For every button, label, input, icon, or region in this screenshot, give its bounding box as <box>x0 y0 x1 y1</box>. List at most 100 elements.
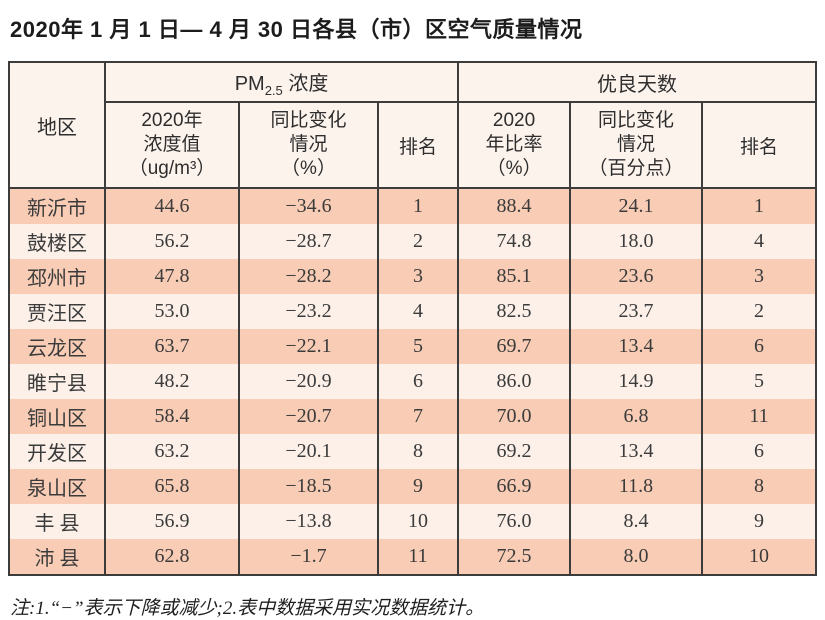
days-rank-cell: 6 <box>701 434 818 469</box>
days-change-cell: 24.1 <box>569 188 704 224</box>
days-change-cell: 23.6 <box>569 259 704 294</box>
days-rank-cell: 8 <box>701 469 818 504</box>
pm-value-cell: 56.2 <box>104 224 240 259</box>
pm-rank-cell: 10 <box>376 504 460 539</box>
pm-value-cell: 63.7 <box>104 329 240 364</box>
pm-value-cell: 63.2 <box>104 434 240 469</box>
pm-change-cell: −20.7 <box>238 399 379 434</box>
column-header-days-change: 同比变化 情况 （百分点） <box>569 101 704 189</box>
sub-header-row: 2020年 浓度值 （ug/m³） 同比变化 情况 （%） 排名 2020 年比… <box>9 101 818 189</box>
table-row: 泉山区 65.8 −18.5 9 66.9 11.8 8 <box>8 469 818 504</box>
column-header-pm-value: 2020年 浓度值 （ug/m³） <box>104 101 240 189</box>
days-rate-cell: 88.4 <box>457 188 572 224</box>
table-row: 邳州市 47.8 −28.2 3 85.1 23.6 3 <box>8 259 818 294</box>
days-rate-cell: 66.9 <box>457 469 572 504</box>
header-line: （%） <box>281 158 336 180</box>
header-line: 2020年 <box>141 109 203 131</box>
pm-change-cell: −34.6 <box>238 188 379 224</box>
region-cell: 开发区 <box>8 434 106 469</box>
pm-change-cell: −1.7 <box>238 539 379 575</box>
column-header-region: 地区 <box>8 61 106 189</box>
pm-change-cell: −20.1 <box>238 434 379 469</box>
page-title: 2020年 1 月 1 日— 4 月 30 日各县（市）区空气质量情况 <box>10 17 583 42</box>
region-cell: 邳州市 <box>8 259 106 294</box>
days-change-cell: 18.0 <box>569 224 704 259</box>
days-rate-cell: 69.2 <box>457 434 572 469</box>
days-rank-cell: 6 <box>701 329 818 364</box>
pm-change-cell: −20.9 <box>238 364 379 399</box>
days-rate-cell: 72.5 <box>457 539 572 575</box>
pm-rank-cell: 7 <box>376 399 460 434</box>
days-rate-cell: 69.7 <box>457 329 572 364</box>
days-rank-cell: 9 <box>701 504 818 539</box>
pm-change-cell: −13.8 <box>238 504 379 539</box>
header-line: （ug/m³） <box>128 158 216 180</box>
days-change-cell: 23.7 <box>569 294 704 329</box>
pm-rank-cell: 1 <box>376 188 460 224</box>
pm-change-cell: −28.2 <box>238 259 379 294</box>
group-header-row: 地区 PM2.5 浓度 优良天数 <box>8 61 818 189</box>
table-row: 丰 县 56.9 −13.8 10 76.0 8.4 9 <box>8 504 818 539</box>
region-cell: 新沂市 <box>8 188 106 224</box>
pm-rank-cell: 4 <box>376 294 460 329</box>
pm-value-cell: 58.4 <box>104 399 240 434</box>
days-change-cell: 8.0 <box>569 539 704 575</box>
pm-value-cell: 44.6 <box>104 188 240 224</box>
region-cell: 泉山区 <box>8 469 106 504</box>
pm-rank-cell: 2 <box>376 224 460 259</box>
days-rate-cell: 74.8 <box>457 224 572 259</box>
table-row: 铜山区 58.4 −20.7 7 70.0 6.8 11 <box>8 399 818 434</box>
table-row: 睢宁县 48.2 −20.9 6 86.0 14.9 5 <box>8 364 818 399</box>
table-row: 鼓楼区 56.2 −28.7 2 74.8 18.0 4 <box>8 224 818 259</box>
pm-change-cell: −18.5 <box>238 469 379 504</box>
header-line: 浓度值 <box>143 133 201 155</box>
days-change-cell: 14.9 <box>569 364 704 399</box>
region-cell: 丰 县 <box>8 504 106 539</box>
table-row: 贾汪区 53.0 −23.2 4 82.5 23.7 2 <box>8 294 818 329</box>
column-header-days-rank: 排名 <box>701 101 818 189</box>
pm-rank-cell: 11 <box>376 539 460 575</box>
pm-value-cell: 65.8 <box>104 469 240 504</box>
days-rank-cell: 1 <box>701 188 818 224</box>
days-rank-cell: 2 <box>701 294 818 329</box>
region-cell: 鼓楼区 <box>8 224 106 259</box>
days-rank-cell: 5 <box>701 364 818 399</box>
air-quality-table: 地区 PM2.5 浓度 优良天数 2020年 浓度值 （ug/m³） 同比变化 … <box>8 61 818 576</box>
pm-value-cell: 53.0 <box>104 294 240 329</box>
header-line: 情况 <box>289 133 328 155</box>
days-change-cell: 13.4 <box>569 329 704 364</box>
days-rate-cell: 70.0 <box>457 399 572 434</box>
days-rate-cell: 85.1 <box>457 259 572 294</box>
days-change-cell: 13.4 <box>569 434 704 469</box>
header-line: 情况 <box>617 133 656 155</box>
pm-rank-cell: 6 <box>376 364 460 399</box>
header-line: 同比变化 <box>598 109 675 131</box>
header-line: （百分点） <box>588 158 684 180</box>
days-rate-cell: 82.5 <box>457 294 572 329</box>
region-cell: 铜山区 <box>8 399 106 434</box>
header-line: 年比率 <box>485 133 543 155</box>
pm-rank-cell: 9 <box>376 469 460 504</box>
region-cell: 沛 县 <box>8 539 106 575</box>
region-cell: 贾汪区 <box>8 294 106 329</box>
header-line: （%） <box>486 158 542 180</box>
days-change-cell: 6.8 <box>569 399 704 434</box>
column-header-pm-rank: 排名 <box>376 101 460 189</box>
pm25-label: PM <box>234 72 265 95</box>
days-rank-cell: 3 <box>701 259 818 294</box>
header-line: 同比变化 <box>270 109 347 131</box>
table-row: 云龙区 63.7 −22.1 5 69.7 13.4 6 <box>8 329 818 364</box>
column-header-pm-change: 同比变化 情况 （%） <box>238 101 379 189</box>
pm25-label-suffix: 浓度 <box>282 72 329 95</box>
table-row: 开发区 63.2 −20.1 8 69.2 13.4 6 <box>8 434 818 469</box>
table-row: 沛 县 62.8 −1.7 11 72.5 8.0 10 <box>8 539 818 575</box>
pm-value-cell: 48.2 <box>104 364 240 399</box>
table-body: 新沂市 44.6 −34.6 1 88.4 24.1 1 鼓楼区 56.2 −2… <box>8 188 818 575</box>
pm-change-cell: −28.7 <box>238 224 379 259</box>
header-line: 2020 <box>492 109 536 131</box>
days-rank-cell: 11 <box>701 399 818 434</box>
days-rate-cell: 76.0 <box>457 504 572 539</box>
table-row: 新沂市 44.6 −34.6 1 88.4 24.1 1 <box>8 188 818 224</box>
footnote: 注:1.“−”表示下降或减少;2.表中数据采用实况数据统计。 <box>10 598 485 619</box>
